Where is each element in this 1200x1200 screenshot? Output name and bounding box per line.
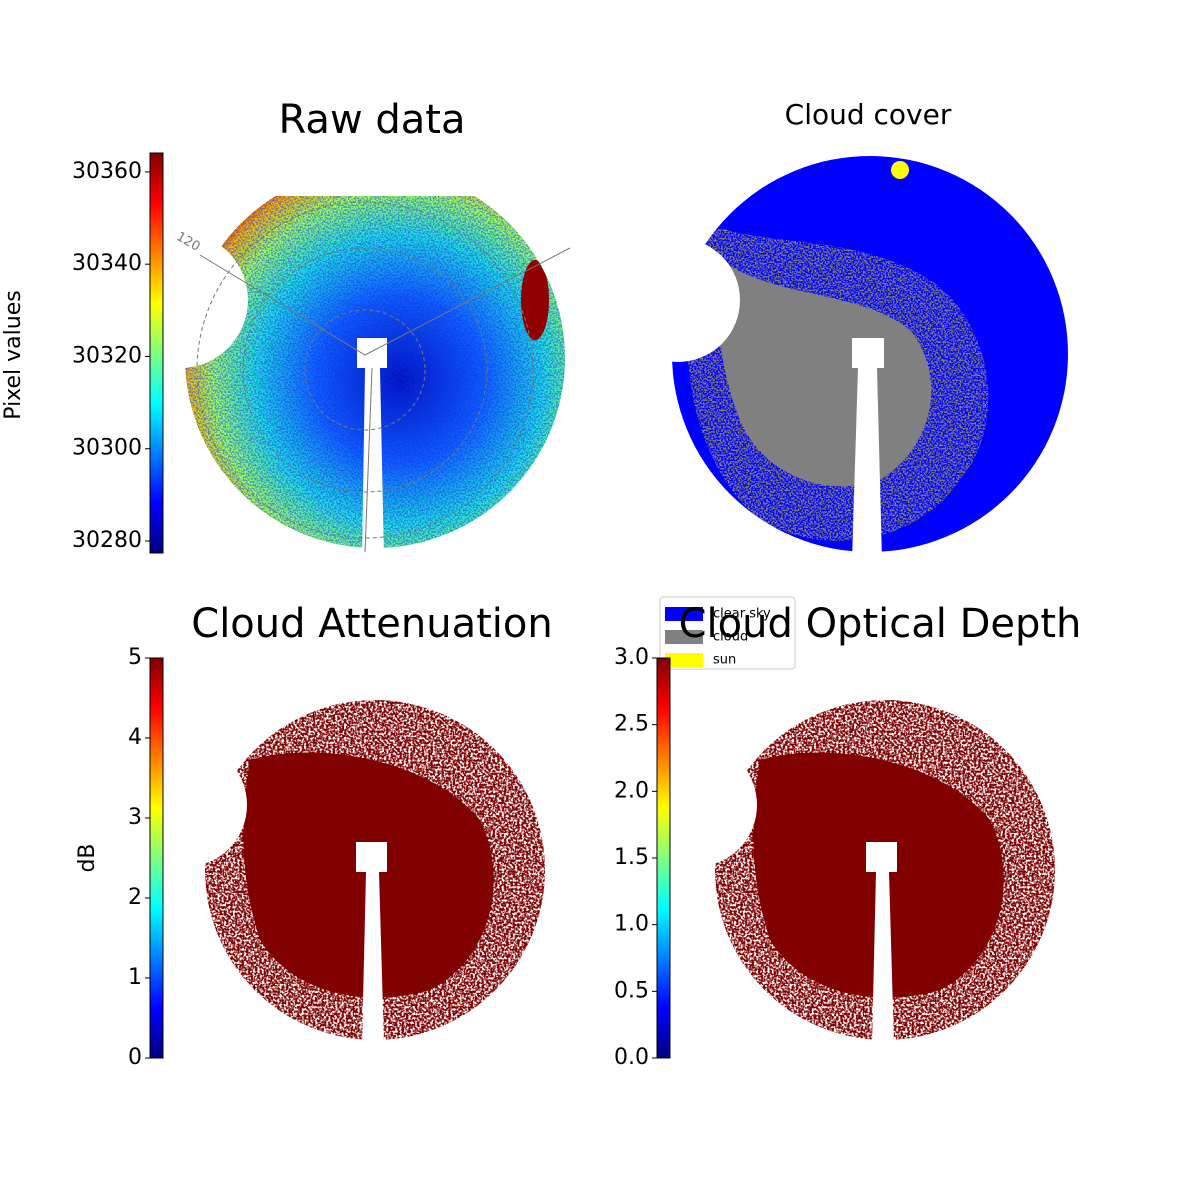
colorbar-tick-label: 2.0 — [614, 778, 649, 803]
colorbar-label: dB — [75, 843, 100, 872]
cloud-cover-image — [670, 150, 1070, 560]
polar-grid — [196, 201, 571, 553]
colorbar-tick-label: 0 — [128, 1045, 142, 1070]
panel-title: Cloud Optical Depth — [679, 601, 1082, 647]
legend-swatch — [665, 630, 703, 644]
colorbar-tick-label: 0.5 — [614, 978, 649, 1003]
colorbar-tick-label: 30360 — [72, 159, 142, 184]
legend-label: cloud — [713, 630, 748, 645]
colorbar-tick-label: 30340 — [72, 251, 142, 276]
raw-image — [180, 160, 580, 560]
colorbar-tick-label: 4 — [128, 725, 142, 750]
colorbar-tick-label: 0.0 — [614, 1045, 649, 1070]
colorbar-tick-label: 2 — [128, 885, 142, 910]
colorbar-tick-label: 1.5 — [614, 845, 649, 870]
panel-title: Cloud Attenuation — [191, 601, 552, 647]
colorbar-tick-label: 30320 — [72, 343, 142, 368]
colorbar-label: Pixel values — [1, 290, 26, 419]
colorbar — [656, 657, 671, 1059]
colorbar-tick-label: 30280 — [72, 528, 142, 553]
colorbar-tick-label: 3 — [128, 805, 142, 830]
colorbar-tick-label: 3.0 — [614, 645, 649, 670]
colorbar — [149, 152, 164, 554]
optical-depth-image — [690, 690, 1070, 1050]
colorbar-tick-label: 30300 — [72, 436, 142, 461]
legend-swatch — [665, 607, 703, 621]
legend-swatch — [665, 653, 703, 667]
attenuation-image — [180, 690, 560, 1050]
colorbar-tick-label: 2.5 — [614, 712, 649, 737]
colorbar-tick-label: 1 — [128, 965, 142, 990]
panel-title: Raw data — [279, 97, 466, 143]
legend-label: clear sky — [713, 607, 771, 622]
panel-title: Cloud cover — [785, 98, 952, 131]
colorbar-tick-label: 1.0 — [614, 912, 649, 937]
colorbar-tick-label: 5 — [128, 645, 142, 670]
colorbar — [149, 657, 164, 1059]
legend-label: sun — [713, 653, 736, 668]
